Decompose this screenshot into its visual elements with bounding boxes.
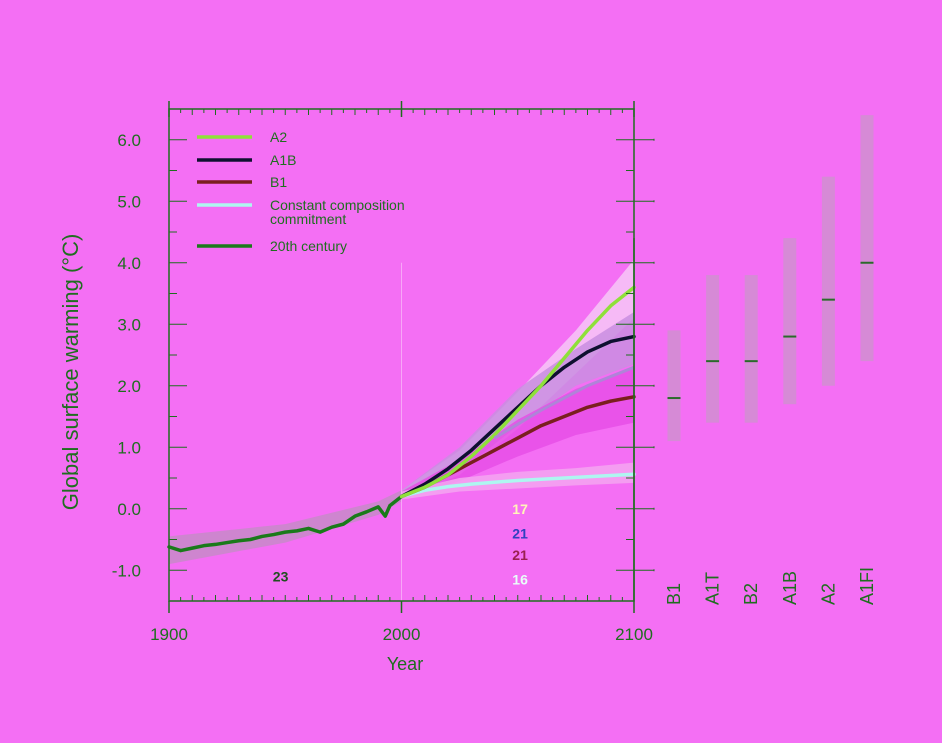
annotation-label: 21 [512, 525, 528, 541]
series-line-a2 [399, 285, 636, 499]
x-tick-label: 1900 [150, 625, 188, 644]
range-bars: B1 A1T B2 A1B A2 A1FI [664, 115, 877, 605]
annotation-label: 17 [512, 501, 528, 517]
annotation-label: 16 [512, 571, 528, 587]
annotation-label: 21 [512, 547, 528, 563]
legend-label-a2: A2 [270, 129, 287, 145]
range-bar-label-a1t: A1T [703, 572, 723, 605]
legend: A2 A1B B1 Constant composition commitment 20t… [197, 129, 405, 254]
legend-label-b1: B1 [270, 174, 287, 190]
range-bar-label-a1fi: A1FI [857, 567, 877, 605]
series-line-constant-composition-commitment [399, 472, 636, 499]
y-axis-title: Global surface warming (°C) [58, 234, 83, 511]
series-line-20th-century [167, 494, 404, 553]
range-bar-label-b2: B2 [741, 583, 761, 605]
legend-label-line: commitment [270, 211, 346, 227]
annotation-label: 23 [273, 568, 289, 584]
band-20th-century [169, 490, 402, 565]
y-tick-label: 6.0 [117, 131, 141, 150]
x-tick-label: 2100 [615, 625, 653, 644]
y-tick-label: 1.0 [117, 438, 141, 457]
legend-label-constant-composition-commitment: Constant composition commitment [270, 197, 405, 227]
y-tick-label: 2.0 [117, 377, 141, 396]
legend-label-line: Constant composition [270, 197, 405, 213]
range-bar-label-b1: B1 [664, 583, 684, 605]
range-bar-label-a1b: A1B [780, 571, 800, 605]
legend-label-line: 20th century [270, 238, 347, 254]
axis-ticks: 1900 2000 2100 -1.0 0.0 1.0 2.0 3.0 4.0 5.0 6.0 [112, 101, 655, 644]
series-line-a1b-band-mean [493, 365, 635, 440]
annotations: 23 17 21 21 16 [273, 501, 528, 588]
x-tick-label: 2000 [383, 625, 421, 644]
legend-label-line: A1B [270, 152, 296, 168]
range-bar-label-a2: A2 [818, 583, 838, 605]
range-bar-a2 [821, 176, 835, 386]
y-tick-label: 5.0 [117, 192, 141, 211]
legend-label-line: A2 [270, 129, 287, 145]
y-tick-label: 0.0 [117, 500, 141, 519]
range-bar-a1t [706, 275, 720, 423]
legend-label-a1b: A1B [270, 152, 296, 168]
y-tick-label: 3.0 [117, 315, 141, 334]
range-bar-b2 [744, 275, 758, 423]
range-bar-a1fi [860, 115, 874, 362]
y-tick-label: 4.0 [117, 254, 141, 273]
series-line-a1b [399, 334, 636, 499]
legend-label-20th-century: 20th century [270, 238, 347, 254]
x-axis-title: Year [387, 654, 423, 674]
range-bar-a1b [783, 238, 797, 405]
legend-label-line: B1 [270, 174, 287, 190]
range-bar-b1 [667, 330, 681, 442]
y-tick-label: -1.0 [112, 561, 141, 580]
series-lines [167, 285, 636, 553]
